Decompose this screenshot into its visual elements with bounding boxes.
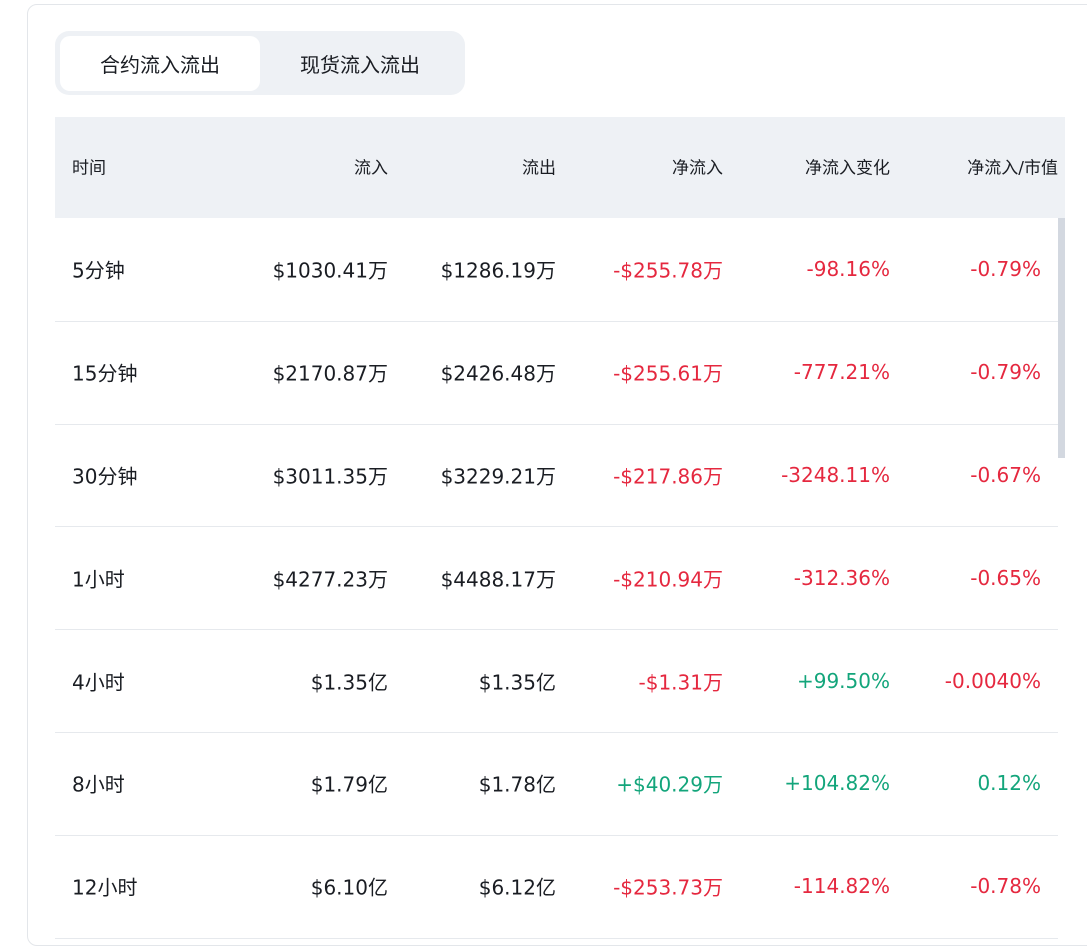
- table-cell: $2426.48万: [440, 361, 556, 386]
- table-header: [55, 117, 1065, 218]
- row-divider: [55, 526, 1058, 527]
- table-cell: $2170.87万: [272, 361, 388, 386]
- table-cell: 15分钟: [72, 361, 138, 386]
- table-cell: -$255.61万: [613, 361, 723, 386]
- table-cell: -114.82%: [793, 874, 890, 899]
- table-cell: 0.12%: [977, 771, 1041, 796]
- table-cell: -0.67%: [970, 463, 1041, 487]
- table-cell: 4小时: [72, 670, 125, 695]
- table-cell: $1.35亿: [478, 670, 556, 695]
- table-cell: $1030.41万: [272, 258, 388, 283]
- tab[interactable]: 现货流入流出: [300, 53, 420, 77]
- table-cell: -$210.94万: [613, 567, 723, 592]
- table-cell: -$255.78万: [613, 258, 723, 283]
- table-cell: $3011.35万: [272, 464, 388, 489]
- scrollbar[interactable]: [1058, 218, 1065, 458]
- table-cell: -0.65%: [970, 565, 1041, 590]
- row-divider: [55, 629, 1058, 630]
- table-cell: +104.82%: [784, 771, 890, 796]
- table-cell: $1286.19万: [440, 258, 556, 283]
- table-cell: $1.79亿: [310, 772, 388, 797]
- table-cell: -3248.11%: [781, 463, 890, 487]
- column-header[interactable]: 净流入/市值: [967, 158, 1058, 179]
- table-cell: -0.0040%: [944, 668, 1041, 693]
- table-cell: $1.78亿: [478, 772, 556, 797]
- row-divider: [55, 835, 1058, 836]
- table-cell: 8小时: [72, 772, 125, 797]
- table-cell: +$40.29万: [616, 772, 723, 797]
- column-header[interactable]: 流入: [354, 158, 388, 179]
- table-cell: -312.36%: [793, 565, 890, 590]
- table-cell: $4488.17万: [440, 567, 556, 592]
- table-cell: -$1.31万: [638, 670, 723, 695]
- table-cell: 1小时: [72, 567, 125, 592]
- row-divider: [55, 424, 1058, 425]
- column-header[interactable]: 时间: [72, 158, 106, 179]
- table-cell: $6.12亿: [478, 875, 556, 900]
- row-divider: [55, 732, 1058, 733]
- table-cell: -$217.86万: [613, 464, 723, 489]
- column-header[interactable]: 净流入变化: [805, 158, 890, 179]
- table-cell: $3229.21万: [440, 464, 556, 489]
- table-cell: -0.78%: [970, 874, 1041, 899]
- column-header[interactable]: 流出: [522, 158, 556, 179]
- table-cell: 5分钟: [72, 258, 125, 283]
- column-header[interactable]: 净流入: [672, 158, 723, 179]
- table-cell: 12小时: [72, 875, 138, 900]
- table-cell: +99.50%: [796, 668, 890, 693]
- table-cell: -0.79%: [970, 257, 1041, 282]
- table-cell: -777.21%: [793, 360, 890, 385]
- row-divider: [55, 938, 1058, 939]
- table-cell: -$253.73万: [613, 875, 723, 900]
- tab-bar: 合约流入流出 现货流入流出: [55, 31, 465, 95]
- row-divider: [55, 321, 1058, 322]
- table-cell: 30分钟: [72, 464, 138, 489]
- table-cell: $1.35亿: [310, 670, 388, 695]
- table-cell: -98.16%: [806, 257, 890, 282]
- table-cell: $4277.23万: [272, 567, 388, 592]
- table-cell: $6.10亿: [310, 875, 388, 900]
- tab[interactable]: 合约流入流出: [60, 36, 260, 91]
- table-cell: -0.79%: [970, 360, 1041, 385]
